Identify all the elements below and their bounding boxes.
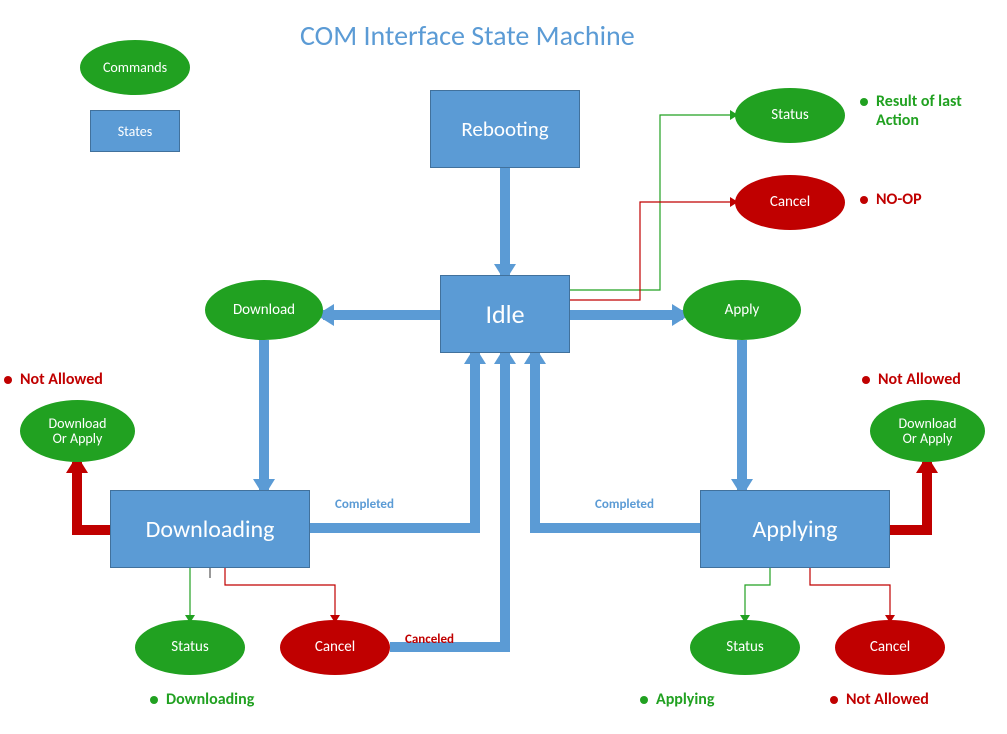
cmd-status-top-label: Status [771,107,809,124]
cmd-cancel-ap-label: Cancel [870,639,910,656]
cmd-cancel-top-label: Cancel [770,194,810,211]
legend-commands: Commands [80,40,190,95]
cmd-download-label: Download [233,302,295,319]
label-completed-right: Completed [595,497,654,512]
label-canceled: Canceled [405,632,454,647]
cmd-status-dl-label: Status [171,639,209,656]
bullet-dot-icon [640,696,648,704]
legend-states: States [90,110,180,152]
page-title: COM Interface State Machine [300,18,635,53]
state-applying: Applying [700,490,890,568]
bullet-na-right-text: Not Allowed [878,370,961,389]
cmd-dlapply-left: Download Or Apply [20,400,135,462]
bullet-applying-text: Applying [656,690,714,709]
bullet-dot-icon [150,696,158,704]
cmd-apply: Apply [683,280,801,340]
bullet-downloading-text: Downloading [166,690,254,709]
cmd-status-top: Status [735,88,845,143]
state-rebooting: Rebooting [430,90,580,168]
bullet-dot-icon [4,376,12,384]
cmd-status-dl: Status [135,620,245,675]
bullet-downloading: Downloading [150,690,300,709]
state-downloading: Downloading [110,490,310,568]
bullet-na-left-text: Not Allowed [20,370,103,389]
state-applying-label: Applying [753,515,838,544]
legend-commands-label: Commands [103,60,167,75]
cmd-cancel-top: Cancel [735,175,845,230]
bullet-result-text: Result of last Action [876,92,1000,130]
bullet-na-right: Not Allowed [862,370,1007,389]
bullet-na-left: Not Allowed [4,370,154,389]
state-idle-label: Idle [485,298,524,330]
bullet-dot-icon [862,376,870,384]
arrow-applying-to-cancel [810,568,890,620]
arrow-applying-reject-dlapply [890,462,927,530]
bullet-result: Result of last Action [860,92,1000,130]
cmd-cancel-dl: Cancel [280,620,390,675]
cmd-dlapply-right: Download Or Apply [870,400,985,462]
arrow-downloading-reject-dlapply [77,462,110,530]
cmd-dlapply-right-label: Download Or Apply [899,416,957,447]
cmd-dlapply-left-label: Download Or Apply [49,416,107,447]
bullet-applying: Applying [640,690,790,709]
bullet-noop: NO-OP [860,190,1000,209]
label-completed-left: Completed [335,497,394,512]
arrow-downloading-to-cancel [225,568,335,620]
bullet-na-cancel-ap: Not Allowed [830,690,1000,709]
legend-states-label: States [118,123,153,140]
cmd-download: Download [205,280,323,340]
cmd-cancel-ap: Cancel [835,620,945,675]
cmd-status-ap: Status [690,620,800,675]
cmd-apply-label: Apply [725,302,760,319]
cmd-cancel-dl-label: Cancel [315,639,355,656]
bullet-noop-text: NO-OP [876,190,922,209]
arrow-canceled-to-idle [390,353,505,647]
bullet-na-cancel-ap-text: Not Allowed [846,690,929,709]
cmd-status-ap-label: Status [726,639,764,656]
state-rebooting-label: Rebooting [461,116,548,142]
bullet-dot-icon [860,196,868,204]
state-downloading-label: Downloading [146,515,275,544]
bullet-dot-icon [830,696,838,704]
state-idle: Idle [440,275,570,353]
arrow-idle-to-status-top [570,115,735,290]
bullet-dot-icon [860,98,868,106]
arrow-applying-to-status [745,568,770,620]
